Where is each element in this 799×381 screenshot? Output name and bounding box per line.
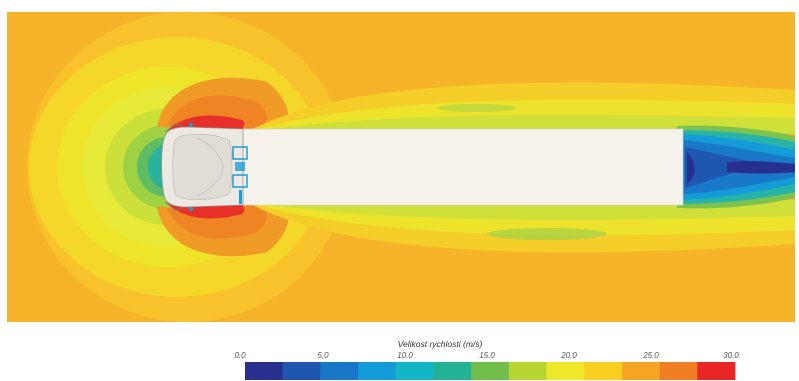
colorbar-tick-label: 5.0 [317, 351, 329, 360]
colorbar-tick-labels: 0.0 5.0 10.0 15.0 20.0 25.0 30.0 [234, 351, 739, 360]
colorbar-swatch [508, 362, 547, 380]
trailer-body [242, 128, 684, 206]
colorbar-swatch [471, 362, 510, 380]
colorbar-swatches [245, 362, 736, 380]
colorbar-swatch [245, 362, 284, 380]
colorbar-swatch [358, 362, 397, 380]
cab-acceleration-halo [157, 77, 289, 257]
colorbar-swatch [433, 362, 472, 380]
colorbar-swatch [659, 362, 698, 380]
colorbar-tick-label: 30.0 [723, 351, 739, 360]
colorbar-tick-label: 10.0 [397, 351, 413, 360]
colorbar-swatch [395, 362, 434, 380]
colorbar-swatch [320, 362, 359, 380]
colorbar-swatch [546, 362, 585, 380]
colorbar-tick-label: 0.0 [234, 351, 246, 360]
wake-region [677, 125, 795, 209]
colorbar-title: Velikost rychlosti (m/s) [398, 339, 483, 349]
colorbar-tick-label: 20.0 [560, 351, 577, 360]
colorbar-tick-label: 15.0 [479, 351, 495, 360]
truck-body [161, 123, 684, 211]
colorbar-swatch [621, 362, 661, 380]
colorbar-swatch [282, 362, 321, 380]
colorbar-tick-label: 25.0 [642, 351, 659, 360]
colorbar-swatch [697, 362, 736, 380]
velocity-contour-plot [7, 12, 795, 322]
colorbar-swatch [584, 362, 623, 380]
